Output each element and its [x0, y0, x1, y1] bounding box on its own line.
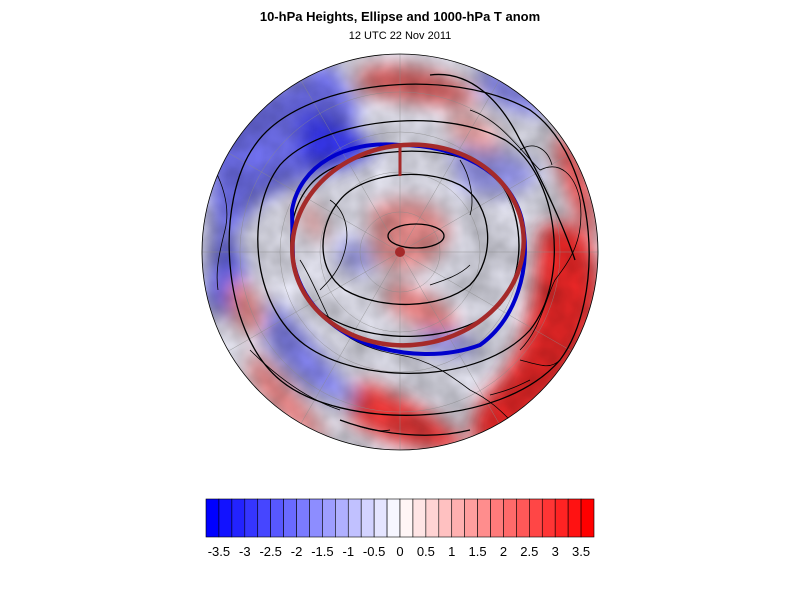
temperature-anomaly-field [202, 54, 598, 450]
colorbar-tick-label: 0.5 [417, 544, 435, 559]
colorbar-tick-label: -1.5 [311, 544, 333, 559]
colorbar-swatch [529, 498, 543, 538]
colorbar-swatch [541, 498, 556, 538]
colorbar-swatch [516, 498, 530, 538]
colorbar-swatch [503, 498, 517, 538]
colorbar-tick-label: -3.5 [208, 544, 230, 559]
colorbar-swatch [567, 498, 582, 538]
colorbar-tick-label: 0 [396, 544, 403, 559]
colorbar-swatch [205, 498, 220, 538]
colorbar-swatch [244, 498, 259, 538]
ellipse-center [395, 247, 405, 257]
colorbar-swatch [399, 498, 414, 538]
colorbar-swatch [283, 498, 297, 538]
colorbar-tick-label: -2 [291, 544, 303, 559]
colorbar-tick-label: 1.5 [469, 544, 487, 559]
colorbar-swatch [257, 498, 271, 538]
colorbar-swatch [490, 498, 504, 538]
colorbar-swatch [322, 498, 336, 538]
colorbar-swatch [309, 498, 323, 538]
colorbar-swatch [231, 498, 246, 538]
colorbar-tick-label: -3 [239, 544, 251, 559]
colorbar-swatch [335, 498, 349, 538]
colorbar-swatch [347, 498, 362, 538]
fitted-ellipse [290, 142, 526, 348]
colorbar-swatch [464, 498, 478, 538]
colorbar-swatch [451, 498, 465, 538]
meridian-line [228, 251, 401, 352]
colorbar-swatch [554, 498, 569, 538]
colorbar-swatch [438, 498, 453, 538]
colorbar-tick-label: 1 [448, 544, 455, 559]
colorbar-tick-label: 2 [500, 544, 507, 559]
colorbar-swatch [425, 498, 440, 538]
colorbar-swatch [218, 498, 233, 538]
colorbar-tick-labels: -3.5 -3 -2.5 -2 -1.5 -1 -0.5 0 0.5 1 1.5 2 2.5 3 3.5 [208, 544, 590, 559]
map-subtitle: 12 UTC 22 Nov 2011 [348, 30, 452, 42]
colorbar-swatch [412, 498, 427, 538]
colorbar-tick-label: 3 [552, 544, 559, 559]
colorbar-tick-label: -1 [342, 544, 354, 559]
colorbar-tick-label: 2.5 [520, 544, 538, 559]
colorbar-tick-label: 3.5 [572, 544, 590, 559]
meridian-line [300, 80, 401, 253]
colorbar-swatch [360, 498, 375, 538]
colorbar-tick-label: -2.5 [259, 544, 281, 559]
colorbar-swatch [270, 498, 284, 538]
colorbar-tick-label: -0.5 [363, 544, 385, 559]
colorbar-swatch [373, 498, 388, 538]
colorbar-swatch [580, 498, 595, 538]
colorbar-swatches [205, 498, 595, 538]
meridian-line [399, 152, 572, 253]
colorbar-swatch [386, 498, 401, 538]
meridian-line [399, 251, 572, 352]
colorbar-swatch [477, 498, 491, 538]
map-title: 10-hPa Heights, Ellipse and 1000-hPa T a… [259, 9, 541, 24]
meridian-line [228, 152, 401, 253]
colorbar-swatch [296, 498, 310, 538]
